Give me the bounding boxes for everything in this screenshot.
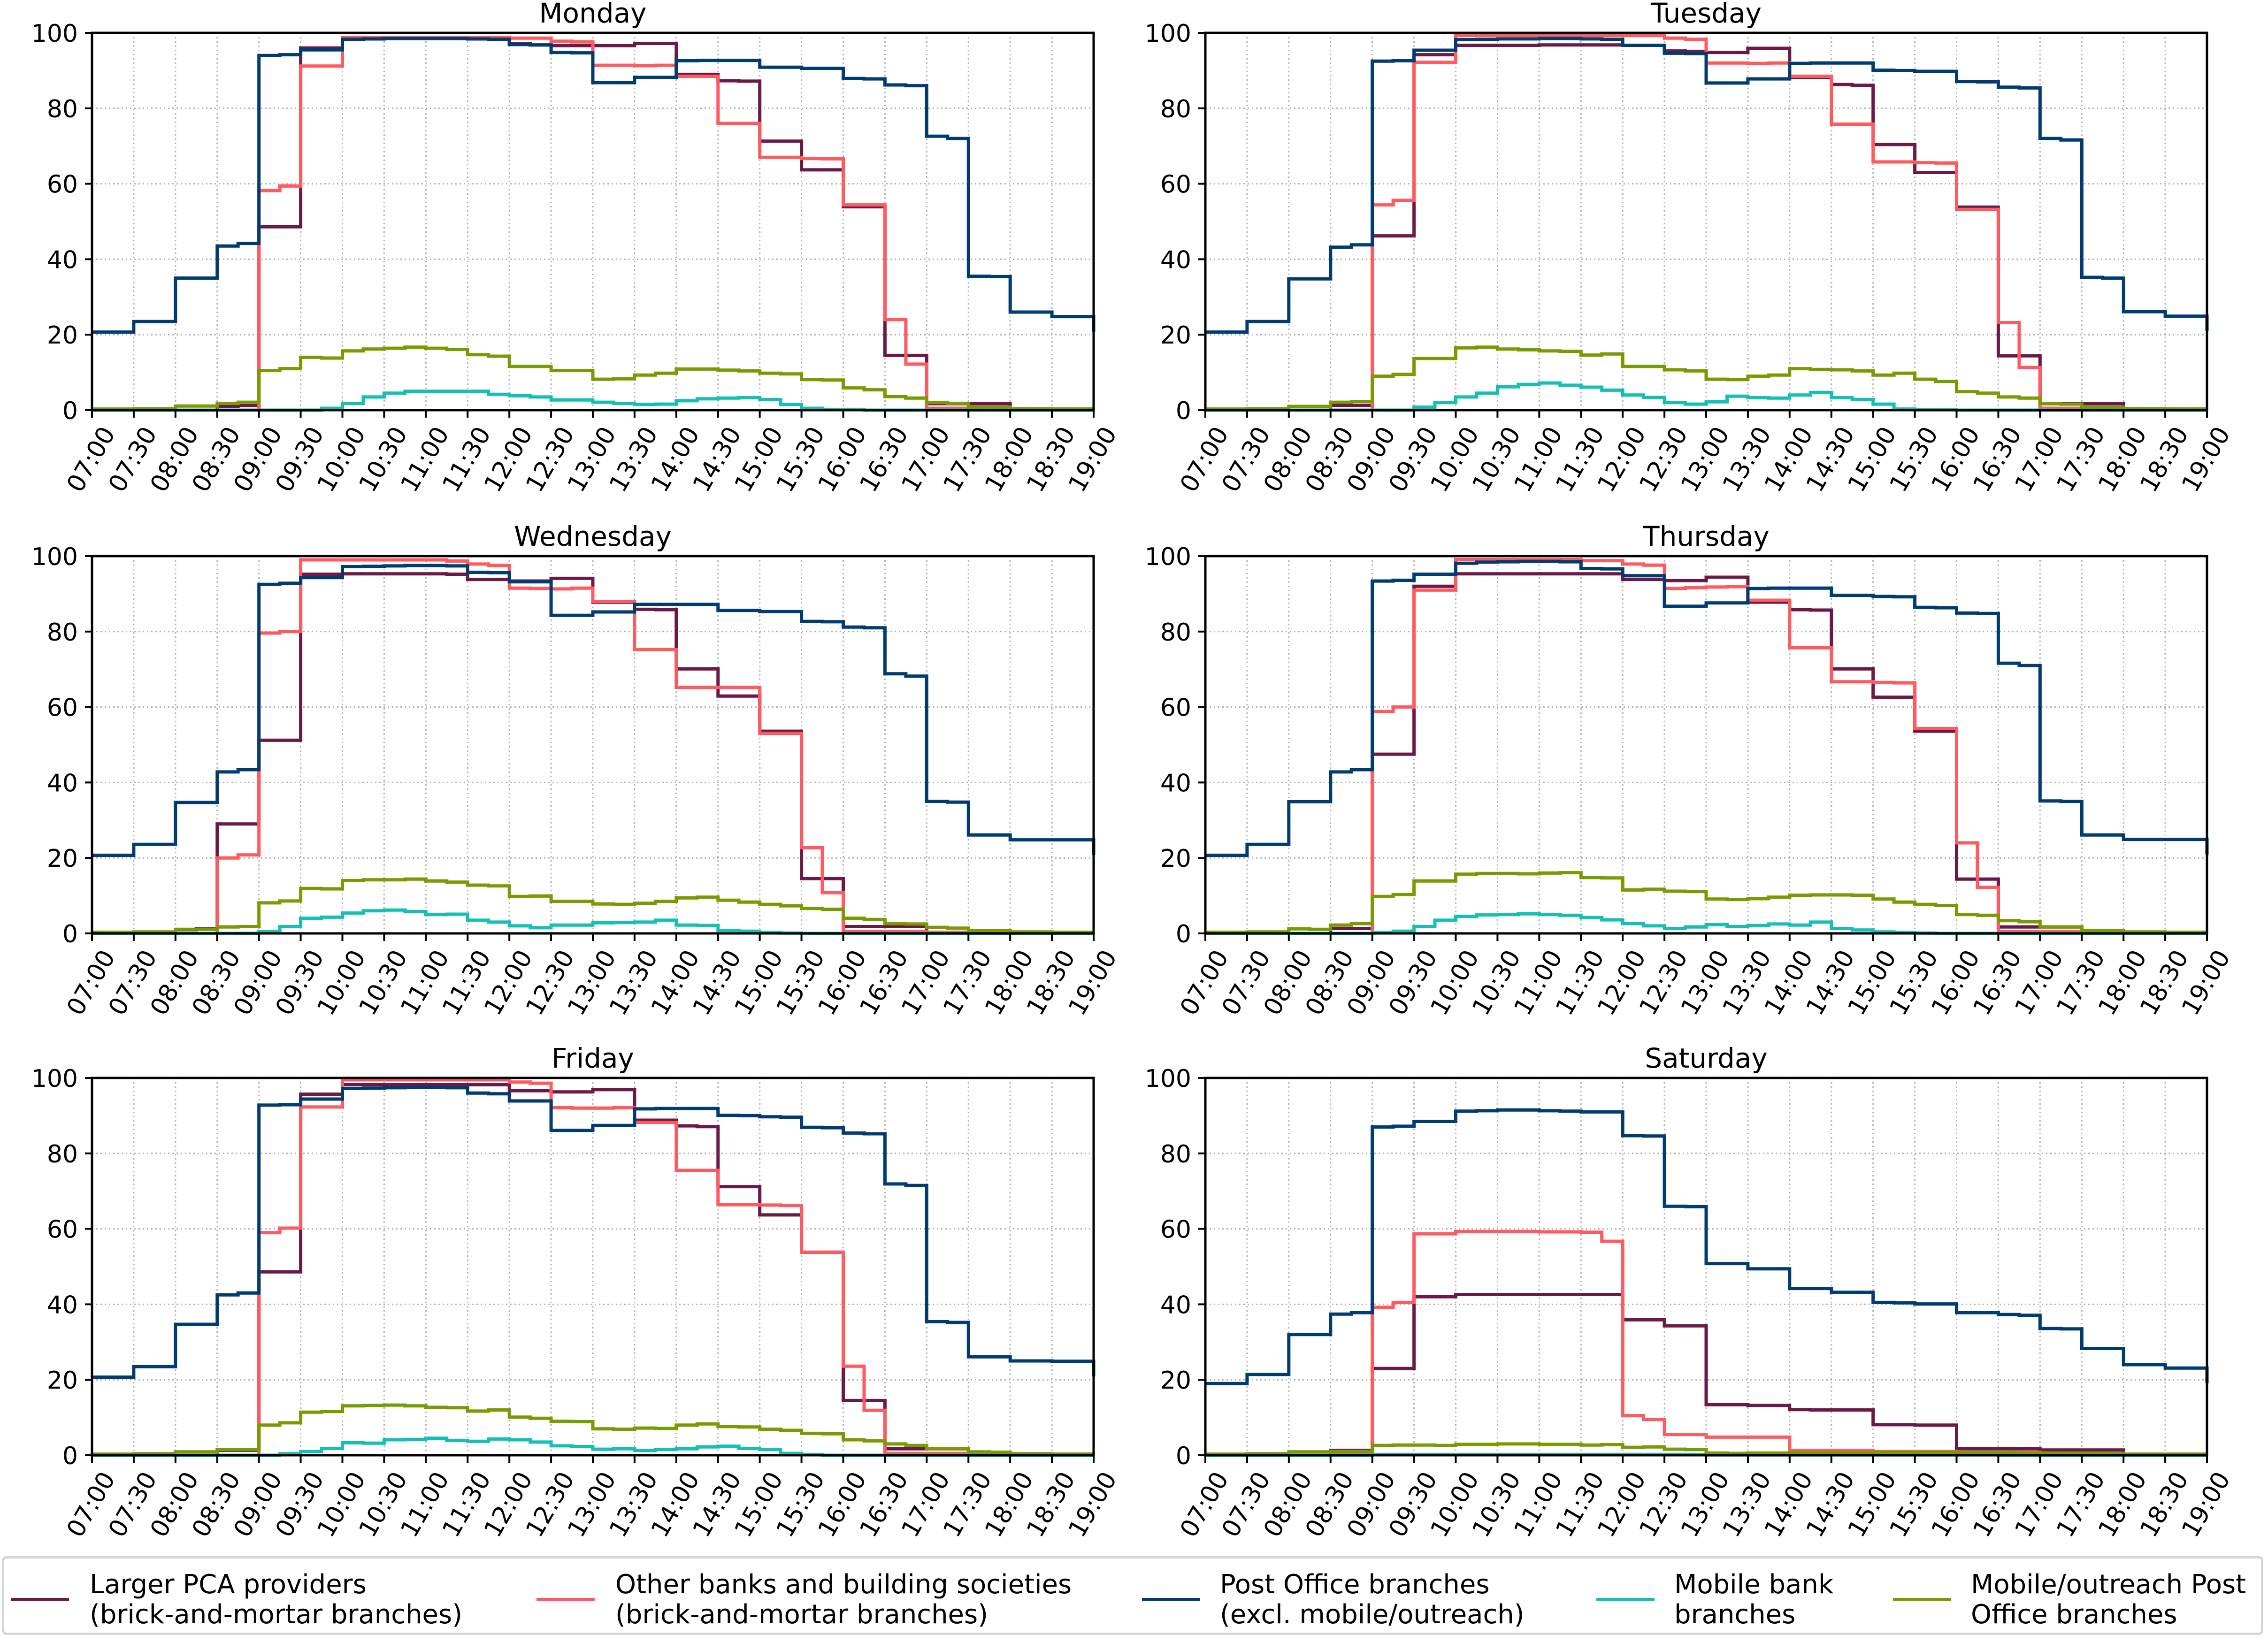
series-line-mobile-po [92,1403,1094,1456]
y-tick-label: 80 [1160,1140,1191,1169]
series-line-mobile-po [1205,871,2207,934]
series-line-po [92,564,1096,857]
panel-tuesday: 02040608010007:0007:3008:0008:3009:0009:… [1145,0,2236,497]
y-tick-label: 20 [47,321,78,350]
panel-title: Friday [552,1042,634,1074]
series-line-po [92,37,1096,334]
plot-frame [91,1077,1095,1457]
series-line-other [1205,34,2207,412]
series-line-po [1205,1108,2209,1385]
panel-title: Tuesday [1650,0,1762,29]
y-tick-label: 40 [47,246,78,274]
y-tick-label: 100 [1145,543,1191,571]
legend: Larger PCA providers (brick-and-mortar br… [2,1556,2263,1635]
y-tick-label: 0 [62,920,78,948]
legend-label-po: Post Office branches (excl. mobile/outrea… [1220,1569,1525,1630]
y-tick-label: 80 [1160,95,1191,123]
y-tick-label: 20 [1160,321,1191,350]
y-tick-label: 40 [47,769,78,797]
legend-swatch-po [1142,1598,1200,1601]
y-tick-label: 100 [1145,1065,1191,1093]
series-line-mobile-po [92,345,1094,411]
series-line-pca [92,1083,1094,1457]
panel-friday: 02040608010007:0007:3008:0008:3009:0009:… [31,1042,1123,1542]
panel-wednesday: 02040608010007:0007:3008:0008:3009:0009:… [31,520,1123,1020]
plot-frame [1204,31,2208,412]
panel-thursday: 02040608010007:0007:3008:0008:3009:0009:… [1145,520,2236,1020]
series-line-mobile-bank [92,908,1094,935]
series-line-pca [92,37,1094,412]
series-line-mobile-po [1205,1442,2207,1456]
y-tick-label: 60 [1160,1216,1191,1244]
panel-title: Saturday [1645,1042,1767,1074]
y-tick-label: 20 [1160,845,1191,873]
plot-frame [91,31,1095,412]
y-tick-label: 80 [47,1140,78,1169]
y-tick-label: 0 [1176,397,1191,425]
y-tick-label: 60 [47,1216,78,1244]
series-line-pca [1205,1293,2207,1457]
y-tick-label: 100 [31,1065,78,1093]
y-tick-label: 20 [47,845,78,873]
plot-frame [1204,555,2208,935]
legend-swatch-mobile-bank [1596,1598,1655,1601]
y-tick-label: 0 [1176,920,1191,948]
y-tick-label: 100 [31,20,78,48]
y-tick-label: 100 [31,543,78,571]
y-tick-label: 0 [1176,1442,1191,1470]
y-tick-label: 60 [1160,171,1191,199]
series-line-po [1205,559,2209,857]
y-tick-label: 0 [62,397,78,425]
series-line-po [1205,37,2209,334]
panel-saturday: 02040608010007:0007:3008:0008:3009:0009:… [1145,1042,2236,1542]
y-tick-label: 40 [1160,246,1191,274]
series-line-pca [92,572,1094,935]
panel-title: Wednesday [514,520,672,552]
panel-title: Monday [539,0,647,29]
series-line-pca [1205,43,2207,412]
series-line-other [1205,558,2207,935]
legend-label-other: Other banks and building societies (brick… [615,1569,1072,1630]
y-tick-label: 60 [1160,694,1191,722]
y-tick-label: 40 [1160,1291,1191,1319]
y-tick-label: 80 [47,619,78,647]
panel-monday: 02040608010007:0007:3008:0008:3009:0009:… [31,0,1123,497]
y-tick-label: 100 [1145,20,1191,48]
legend-label-mobile-po: Mobile/outreach Post Office branches [1971,1569,2246,1630]
figure: 02040608010007:0007:3008:0008:3009:0009:… [31,0,2236,1542]
y-tick-label: 40 [47,1291,78,1319]
legend-swatch-other [536,1598,595,1601]
series-line-other [92,36,1094,412]
legend-swatch-mobile-po [1893,1598,1951,1601]
y-tick-label: 80 [1160,619,1191,647]
series-line-pca [1205,572,2207,935]
y-tick-label: 0 [62,1442,78,1470]
y-tick-label: 60 [47,171,78,199]
series-line-po [92,1085,1096,1379]
y-tick-label: 60 [47,694,78,722]
legend-label-pca: Larger PCA providers (brick-and-mortar br… [90,1569,463,1630]
series-line-other [92,558,1094,935]
legend-swatch-pca [11,1598,69,1601]
legend-label-mobile-bank: Mobile bank branches [1674,1569,1834,1630]
series-line-other [92,1078,1094,1457]
panel-title: Thursday [1642,520,1770,552]
series-line-mobile-po [1205,345,2207,411]
y-tick-label: 20 [1160,1367,1191,1395]
y-tick-label: 40 [1160,769,1191,797]
series-line-mobile-po [92,877,1094,934]
y-tick-label: 20 [47,1367,78,1395]
y-tick-label: 80 [47,95,78,123]
